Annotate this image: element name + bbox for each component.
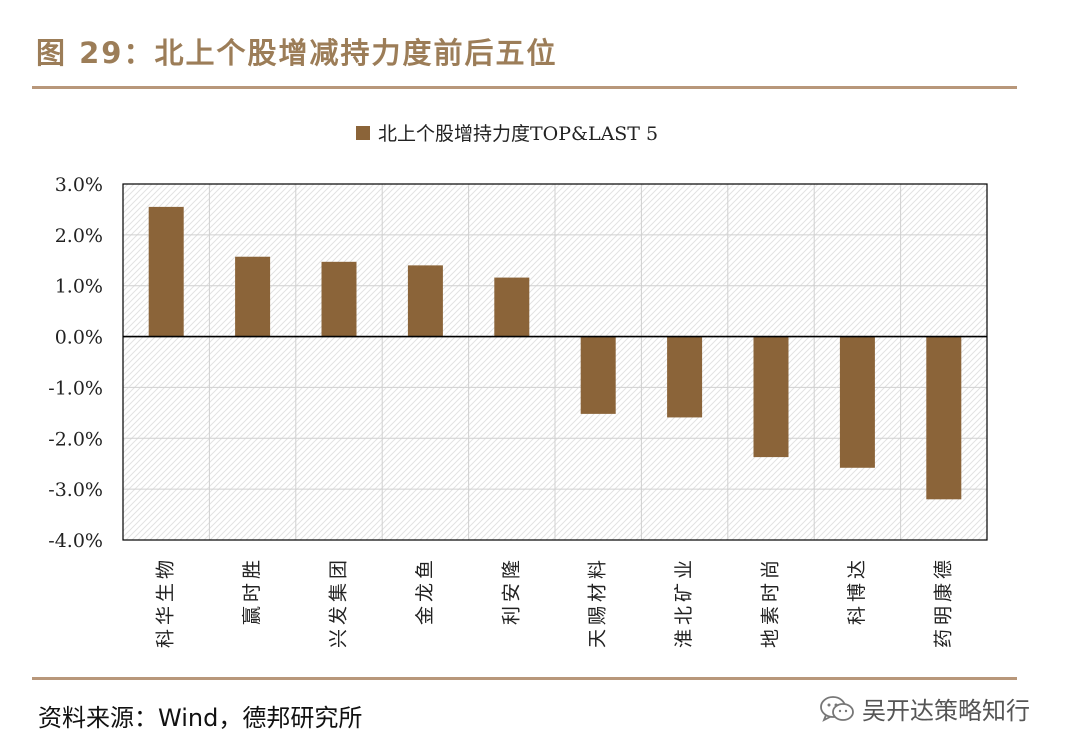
x-tick-label: 兴发集团: [328, 556, 350, 648]
legend: 北上个股增持力度TOP&LAST 5: [356, 123, 658, 145]
bottom-divider: [32, 677, 1017, 680]
x-tick-label: 金龙鱼: [414, 556, 436, 625]
x-tick-label: 科华生物: [155, 556, 177, 648]
legend-label: 北上个股增持力度TOP&LAST 5: [378, 123, 658, 145]
figure-title: 图 29：北上个股增减持力度前后五位: [36, 36, 558, 70]
bar-赢时胜: [235, 256, 271, 337]
y-tick-label: 2.0%: [55, 225, 103, 247]
y-tick-label: -3.0%: [48, 479, 103, 501]
watermark-text: 吴开达策略知行: [862, 697, 1030, 725]
bar-淮北矿业: [667, 336, 703, 418]
bar-天赐材料: [580, 336, 616, 414]
plot-border: [122, 183, 988, 541]
x-tick-label: 地素时尚: [760, 556, 782, 648]
y-tick-label: 1.0%: [55, 276, 103, 298]
bar-药明康德: [926, 336, 962, 500]
bar-兴发集团: [321, 261, 357, 337]
y-tick-label: -2.0%: [48, 428, 103, 450]
bar-金龙鱼: [407, 265, 443, 337]
legend-swatch: [356, 126, 370, 140]
y-axis-ticks: 3.0% 2.0% 1.0% 0.0% -1.0% -2.0% -3.0% -4.0%: [48, 174, 103, 552]
top-divider: [32, 86, 1017, 89]
x-tick-label: 科博达: [846, 556, 868, 625]
y-tick-label: -1.0%: [48, 377, 103, 399]
y-tick-label: -4.0%: [48, 530, 103, 552]
bar-科博达: [839, 336, 875, 468]
bars: [148, 206, 962, 500]
x-axis-labels: 科华生物 赢时胜 兴发集团 金龙鱼 利安隆 天赐材料 淮北矿业 地素时尚 科博达 药明康德: [155, 556, 955, 648]
watermark: 吴开达策略知行: [818, 691, 1030, 726]
x-tick-label: 淮北矿业: [673, 556, 695, 648]
axes: [122, 183, 988, 541]
x-tick-label: 天赐材料: [587, 556, 609, 648]
x-tick-label: 赢时胜: [241, 556, 263, 625]
y-tick-label: 0.0%: [55, 327, 103, 349]
wechat-icon: [820, 695, 854, 722]
x-tick-label: 药明康德: [932, 556, 954, 648]
bar-地素时尚: [753, 336, 789, 458]
y-tick-label: 3.0%: [55, 174, 103, 196]
bar-利安隆: [494, 277, 530, 337]
bar-科华生物: [148, 206, 184, 337]
source-note: 资料来源：Wind，德邦研究所: [38, 704, 363, 732]
x-tick-label: 利安隆: [500, 556, 522, 625]
